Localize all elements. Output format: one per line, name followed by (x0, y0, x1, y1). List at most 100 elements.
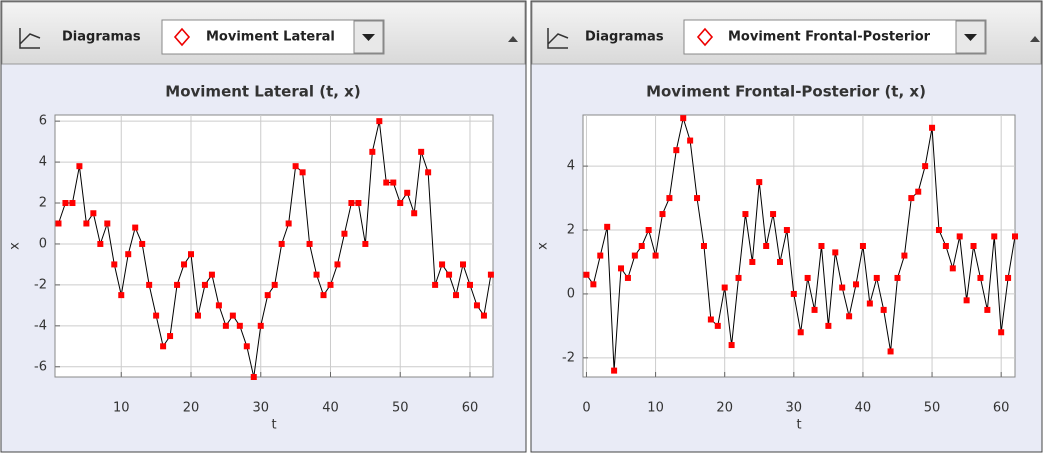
point (873, 274, 880, 281)
collapse-button[interactable] (1030, 36, 1040, 42)
point (611, 367, 618, 374)
point (480, 312, 487, 319)
y-tick-label: 0 (39, 236, 47, 251)
point (694, 195, 701, 202)
point (915, 188, 922, 195)
y-tick-label: 6 (39, 114, 47, 129)
point (327, 281, 334, 288)
point (118, 292, 125, 299)
point (825, 322, 832, 329)
point (132, 224, 139, 231)
point (397, 200, 404, 207)
point (673, 147, 680, 154)
point (859, 243, 866, 249)
point (215, 302, 222, 309)
point (432, 281, 439, 288)
point (153, 312, 160, 319)
toolbar-label: Diagramas (585, 30, 664, 45)
point (383, 179, 390, 186)
point (236, 322, 243, 329)
point (264, 292, 271, 299)
point (901, 252, 908, 259)
point (735, 274, 742, 281)
point (783, 227, 790, 234)
point (763, 243, 770, 249)
point (597, 252, 604, 259)
y-tick-label: 2 (39, 196, 47, 211)
point (285, 220, 292, 227)
point (271, 281, 278, 288)
point (97, 240, 104, 247)
point (942, 243, 949, 249)
point (466, 281, 473, 288)
point (390, 179, 397, 186)
point (790, 290, 797, 297)
plot-area (54, 114, 494, 378)
point (194, 312, 201, 319)
point (111, 261, 118, 268)
point (984, 306, 991, 313)
y-tick-label: -4 (34, 318, 47, 333)
point (818, 243, 825, 249)
diamond-icon (173, 27, 191, 47)
point (439, 261, 446, 268)
diamond-icon (696, 27, 714, 47)
y-axis-label: x (8, 242, 23, 250)
x-tick-label: 20 (183, 401, 200, 416)
point (977, 274, 984, 281)
dropdown-arrow (964, 34, 977, 41)
point (376, 118, 383, 125)
point (201, 281, 208, 288)
point (125, 251, 132, 258)
point (1012, 233, 1018, 240)
point (880, 306, 887, 313)
point (334, 261, 341, 268)
y-axis-label: x (536, 242, 551, 250)
point (652, 252, 659, 259)
point (618, 265, 625, 272)
point (341, 230, 348, 237)
point (425, 169, 432, 176)
point (666, 195, 673, 202)
selector[interactable] (683, 19, 987, 55)
point (411, 210, 418, 217)
point (721, 284, 728, 291)
point (473, 302, 480, 309)
x-axis-label: t (796, 418, 801, 433)
point (638, 243, 645, 249)
point (243, 343, 250, 350)
point (306, 240, 313, 247)
point (404, 189, 411, 196)
point (853, 281, 860, 288)
point (362, 240, 369, 247)
point (174, 281, 181, 288)
point (453, 292, 460, 299)
collapse-button[interactable] (508, 36, 518, 42)
point (181, 261, 188, 268)
point (797, 329, 804, 336)
x-tick-label: 60 (462, 401, 479, 416)
x-tick-label: 50 (924, 401, 941, 416)
selector[interactable] (161, 19, 385, 55)
point (355, 200, 362, 207)
point (687, 137, 694, 144)
point (604, 223, 611, 230)
point (804, 274, 811, 281)
point (90, 210, 97, 217)
point (728, 342, 735, 349)
point (167, 333, 174, 340)
point (839, 284, 846, 291)
point (949, 265, 956, 272)
point (160, 343, 167, 350)
point (590, 281, 597, 288)
x-tick-label: 40 (855, 401, 872, 416)
y-tick-label: 0 (567, 286, 575, 301)
point (707, 316, 714, 323)
y-tick-label: -2 (34, 277, 47, 292)
point (69, 200, 76, 207)
point (929, 124, 936, 131)
point (970, 243, 977, 249)
point (299, 169, 306, 176)
point (963, 297, 970, 304)
point (770, 211, 777, 218)
